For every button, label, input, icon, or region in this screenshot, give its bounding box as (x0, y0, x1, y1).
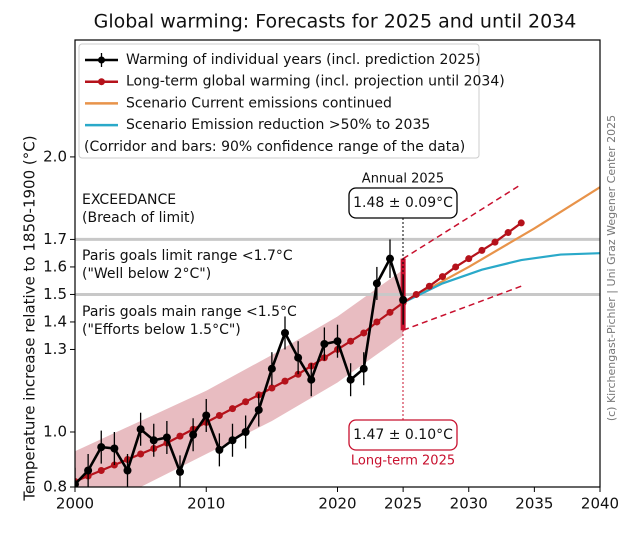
y-axis-label: Temperature increase relative to 1850-19… (21, 135, 39, 501)
marker (517, 219, 525, 227)
marker (281, 328, 289, 337)
marker (320, 339, 329, 348)
marker (162, 433, 171, 442)
marker (267, 364, 276, 373)
legend-label: Long-term global warming (incl. projecti… (126, 74, 505, 90)
marker (439, 273, 446, 281)
y-tick-label: 2.0 (43, 147, 67, 165)
marker (97, 466, 105, 474)
annotation: ("Well below 2°C") (82, 266, 211, 282)
marker (189, 430, 198, 439)
marker (123, 466, 132, 475)
marker (242, 398, 250, 406)
legend: Warming of individual years (incl. predi… (85, 52, 505, 133)
plot-area: 0.8 1.0 1.3 1.4 1.5 1.6 1.7 2.0 2000 2010 2020 2025… (43, 147, 619, 512)
marker (136, 425, 145, 434)
legend-box (78, 43, 480, 159)
marker (359, 364, 368, 373)
y-tick-label: 1.4 (43, 312, 67, 330)
x-tick-label: 2030 (450, 495, 488, 513)
annual-label: 1.48 ± 0.09°C (353, 195, 453, 211)
marker (372, 279, 381, 288)
marker (228, 436, 237, 445)
marker (465, 255, 473, 263)
marker (281, 377, 289, 385)
y-tick-label: 1.7 (43, 230, 67, 248)
x-tick-label: 2025 (384, 495, 422, 513)
x-tick-label: 2000 (56, 495, 94, 513)
annual-title: Annual 2025 (362, 172, 444, 187)
marker (491, 238, 499, 246)
longterm-title: Long-term 2025 (351, 454, 455, 469)
longterm-box (348, 419, 458, 451)
series-line (402, 186, 600, 304)
marker (333, 337, 342, 346)
marker (97, 443, 106, 452)
longterm-label: 1.47 ± 0.10°C (353, 427, 453, 443)
chart-title: Global warming: Forecasts for 2025 and u… (94, 11, 577, 33)
y-tick-label: 1.6 (43, 257, 67, 275)
x-tick-label: 2035 (515, 495, 553, 513)
y-tick-label: 1.3 (43, 340, 67, 358)
x-tick-label: 2020 (318, 495, 356, 513)
marker (347, 337, 355, 345)
annual-box (348, 187, 458, 219)
axes-frame (74, 39, 601, 488)
marker (504, 229, 512, 237)
marker (241, 427, 250, 436)
marker (478, 246, 486, 254)
legend-label: Warming of individual years (incl. predi… (126, 52, 481, 68)
marker (176, 467, 184, 476)
marker (268, 384, 276, 392)
projection-range-upper (402, 183, 522, 260)
marker (412, 290, 420, 298)
annotation: Paris goals limit range <1.7°C (82, 248, 293, 264)
series-line (75, 255, 405, 486)
y-tick-label: 0.8 (43, 478, 67, 496)
annotation: (Breach of limit) (82, 210, 195, 226)
marker (84, 466, 93, 475)
marker (399, 295, 408, 304)
annotation: Paris goals main range <1.5°C (82, 304, 297, 320)
legend-label: Scenario Emission reduction >50% to 2035 (126, 117, 430, 133)
projection-range-lower (402, 285, 522, 331)
marker (307, 375, 316, 384)
marker (176, 432, 184, 440)
series-line (402, 252, 600, 304)
marker (215, 411, 223, 419)
y-tick-label: 1.0 (43, 422, 67, 440)
marker (425, 282, 433, 290)
marker (346, 375, 355, 384)
marker (137, 450, 145, 458)
marker (386, 254, 394, 263)
x-tick-label: 2040 (581, 495, 619, 513)
y-tick-label: 1.5 (43, 285, 67, 303)
marker (373, 318, 381, 326)
annotation: EXCEEDANCE (82, 192, 176, 208)
legend-marker (98, 78, 105, 86)
marker (215, 445, 224, 454)
legend-label: Scenario Current emissions continued (126, 95, 392, 111)
marker (452, 263, 460, 271)
confidence-corridor (75, 269, 404, 487)
marker (110, 444, 119, 453)
clipped-layer (75, 183, 600, 487)
marker (294, 353, 303, 362)
credit: (c) Kirchengast-Pichler | Uni Graz Wegen… (605, 115, 618, 421)
marker (254, 405, 263, 414)
marker (386, 308, 394, 316)
marker (229, 405, 236, 413)
legend-note: (Corridor and bars: 90% confidence range… (84, 139, 465, 155)
annotation: ("Efforts below 1.5°C") (82, 322, 241, 338)
marker (360, 329, 368, 337)
marker (75, 480, 79, 487)
marker (149, 436, 158, 445)
x-tick-label: 2010 (187, 495, 225, 513)
marker (202, 411, 211, 420)
